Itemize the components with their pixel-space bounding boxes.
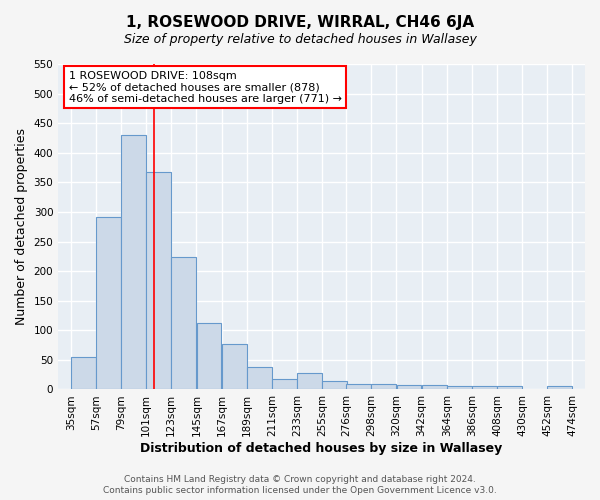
Bar (121, 135, 146, 390)
Bar (272, 380, 297, 390)
Bar (447, 386, 472, 390)
Bar (371, 384, 396, 390)
Bar (222, 344, 247, 390)
Text: Contains public sector information licensed under the Open Government Licence v3: Contains public sector information licen… (103, 486, 497, 495)
Bar (497, 386, 522, 390)
Bar (346, 384, 371, 390)
Y-axis label: Number of detached properties: Number of detached properties (15, 128, 28, 325)
Bar (197, 322, 221, 390)
Bar (547, 386, 572, 390)
Bar (322, 381, 347, 390)
Text: 1 ROSEWOOD DRIVE: 108sqm
← 52% of detached houses are smaller (878)
46% of semi-: 1 ROSEWOOD DRIVE: 108sqm ← 52% of detach… (69, 70, 342, 104)
Text: 1, ROSEWOOD DRIVE, WIRRAL, CH46 6JA: 1, ROSEWOOD DRIVE, WIRRAL, CH46 6JA (126, 15, 474, 30)
Bar (96, 218, 121, 390)
Bar (472, 386, 497, 390)
Bar (172, 257, 196, 390)
Bar (297, 373, 322, 390)
Bar (71, 357, 96, 390)
Text: Size of property relative to detached houses in Wallasey: Size of property relative to detached ho… (124, 32, 476, 46)
Bar (422, 384, 446, 390)
Bar (146, 172, 171, 390)
Bar (397, 384, 421, 390)
X-axis label: Distribution of detached houses by size in Wallasey: Distribution of detached houses by size … (140, 442, 503, 455)
Text: Contains HM Land Registry data © Crown copyright and database right 2024.: Contains HM Land Registry data © Crown c… (124, 475, 476, 484)
Bar (247, 367, 272, 390)
